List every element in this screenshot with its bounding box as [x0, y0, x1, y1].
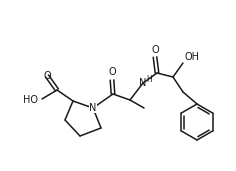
Text: N: N: [139, 78, 147, 88]
Text: O: O: [151, 45, 159, 55]
Text: O: O: [43, 71, 51, 81]
Text: H: H: [146, 75, 152, 83]
Text: OH: OH: [185, 52, 199, 62]
Text: HO: HO: [22, 95, 38, 105]
Text: O: O: [108, 67, 116, 77]
Text: N: N: [89, 103, 97, 113]
